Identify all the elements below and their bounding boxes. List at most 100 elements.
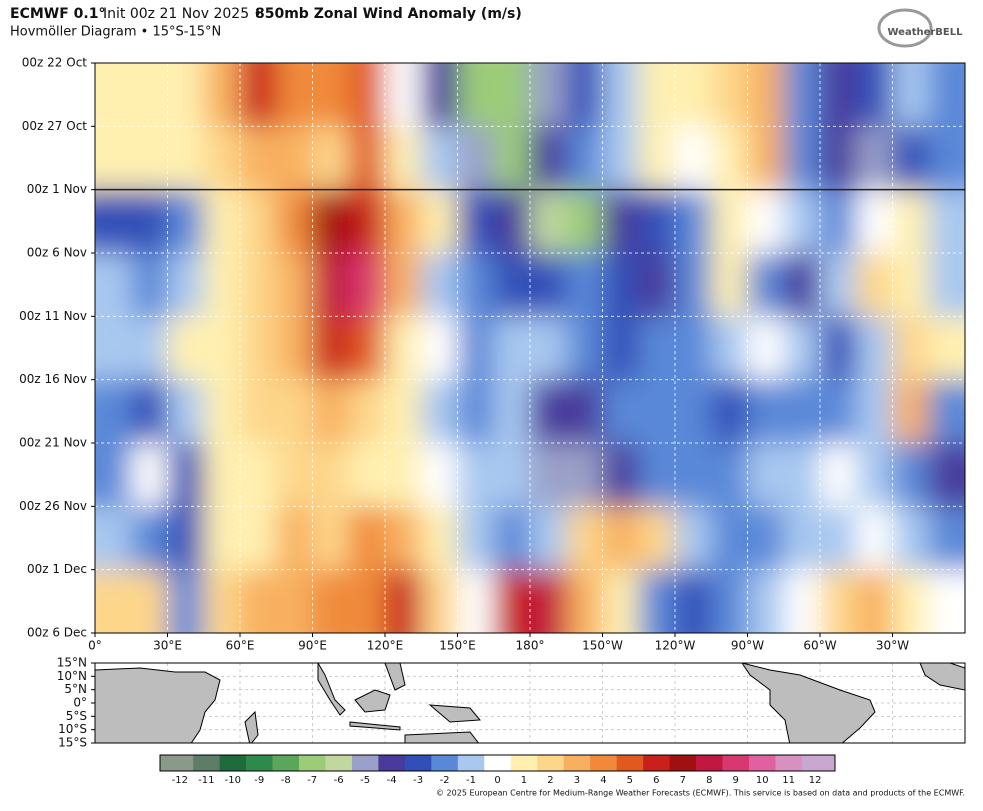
cell (783, 189, 821, 254)
cell (312, 569, 350, 633)
cell (240, 189, 277, 254)
cell (457, 443, 495, 507)
colorbar-tick-label: 11 (782, 775, 795, 786)
cell (928, 189, 965, 254)
cell (928, 63, 965, 127)
cell (675, 569, 712, 633)
cell (167, 506, 205, 571)
cell (856, 569, 893, 633)
sumatra (317, 663, 346, 716)
cell (820, 63, 857, 127)
cell (928, 569, 965, 633)
cell (385, 253, 422, 317)
cell (747, 316, 785, 381)
y-tick-label: 00z 6 Dec (27, 626, 87, 640)
cell (348, 316, 386, 381)
cell (638, 126, 676, 191)
title-model: ECMWF 0.1° (10, 6, 105, 22)
cell (675, 506, 712, 571)
australia (404, 731, 480, 743)
java (349, 721, 401, 731)
cell (747, 126, 785, 191)
cell (530, 506, 567, 571)
cell (638, 443, 676, 507)
cell (602, 506, 640, 571)
cell (566, 506, 603, 571)
colorbar-tick-label: -2 (440, 775, 450, 786)
x-tick-label: 30°W (876, 639, 909, 653)
cell (312, 443, 350, 507)
west-africa (919, 663, 965, 691)
cell (783, 379, 821, 444)
cell (856, 189, 893, 254)
x-tick-label: 90°E (298, 639, 327, 653)
cell (675, 126, 712, 191)
title-init: Init 00z 21 Nov 2025 • (103, 6, 262, 22)
cell (240, 443, 277, 507)
cell (566, 316, 603, 381)
colorbar-swatch (298, 755, 326, 771)
colorbar-swatch (272, 755, 300, 771)
cell (675, 316, 712, 381)
cell (675, 379, 712, 444)
cell (530, 63, 567, 127)
colorbar-tick-label: -3 (413, 775, 423, 786)
cell (566, 189, 603, 254)
colorbar-tick-label: -8 (281, 775, 291, 786)
cell (711, 379, 748, 444)
cell (95, 569, 132, 633)
colorbar-tick-label: 5 (627, 775, 633, 786)
colorbar-tick-label: 10 (756, 775, 769, 786)
plot-frame (94, 62, 966, 634)
cell (820, 316, 857, 381)
cell (385, 189, 422, 254)
colorbar-swatch (431, 755, 459, 771)
cell (747, 379, 785, 444)
cell (131, 569, 168, 633)
map-grid (95, 663, 965, 743)
cell (493, 506, 531, 571)
colorbar-swatch (616, 755, 644, 771)
cell (312, 506, 350, 571)
cell (493, 126, 531, 191)
cell (856, 253, 893, 317)
cell (493, 63, 531, 127)
cell (348, 443, 386, 507)
cell (783, 126, 821, 191)
cell (421, 443, 458, 507)
cell (566, 443, 603, 507)
cell (421, 63, 458, 127)
colorbar-tick-label: -4 (387, 775, 397, 786)
cell (747, 443, 785, 507)
cell (856, 126, 893, 191)
cell (276, 126, 313, 191)
cell (530, 379, 567, 444)
cell (566, 63, 603, 127)
cell (167, 316, 205, 381)
field-cells (95, 63, 965, 633)
cell (131, 63, 168, 127)
cell (602, 63, 640, 127)
cell (602, 569, 640, 633)
colorbar-swatch (775, 755, 803, 771)
cell (312, 316, 350, 381)
cell (240, 253, 277, 317)
lat-tick-label: 15°N (57, 656, 87, 670)
cell (421, 506, 458, 571)
colorbar-swatch (563, 755, 591, 771)
cell (711, 506, 748, 571)
colorbar-swatch (696, 755, 723, 771)
colorbar-tick-label: -10 (225, 775, 241, 786)
cell (312, 189, 350, 254)
cell (820, 189, 857, 254)
y-tick-label: 00z 11 Nov (19, 309, 87, 323)
cell (928, 379, 965, 444)
cell (312, 253, 350, 317)
x-tick-label: 180° (516, 639, 545, 653)
y-tick-label: 00z 1 Nov (27, 182, 87, 196)
cell (783, 253, 821, 317)
cell (783, 569, 821, 633)
cell (240, 63, 277, 127)
cell (711, 189, 748, 254)
cell (711, 253, 748, 317)
